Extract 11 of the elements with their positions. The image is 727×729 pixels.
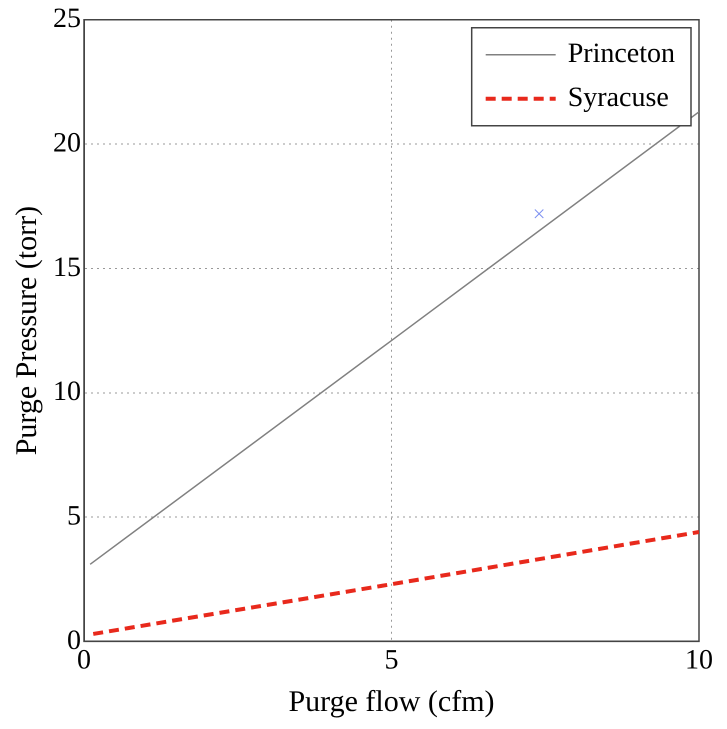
x-axis-title: Purge flow (cfm) bbox=[288, 684, 495, 718]
legend-label: Princeton bbox=[568, 38, 675, 70]
legend-label: Syracuse bbox=[568, 82, 669, 114]
y-tick-label: 25 bbox=[53, 3, 81, 34]
x-tick-label: 5 bbox=[384, 644, 398, 676]
x-tick-label: 10 bbox=[685, 644, 713, 676]
y-tick-label: 5 bbox=[67, 500, 81, 532]
y-axis-title: Purge Pressure (torr) bbox=[10, 206, 43, 456]
y-tick-label: 20 bbox=[53, 127, 81, 158]
y-tick-label: 10 bbox=[53, 376, 81, 408]
y-tick-label: 15 bbox=[53, 252, 81, 283]
